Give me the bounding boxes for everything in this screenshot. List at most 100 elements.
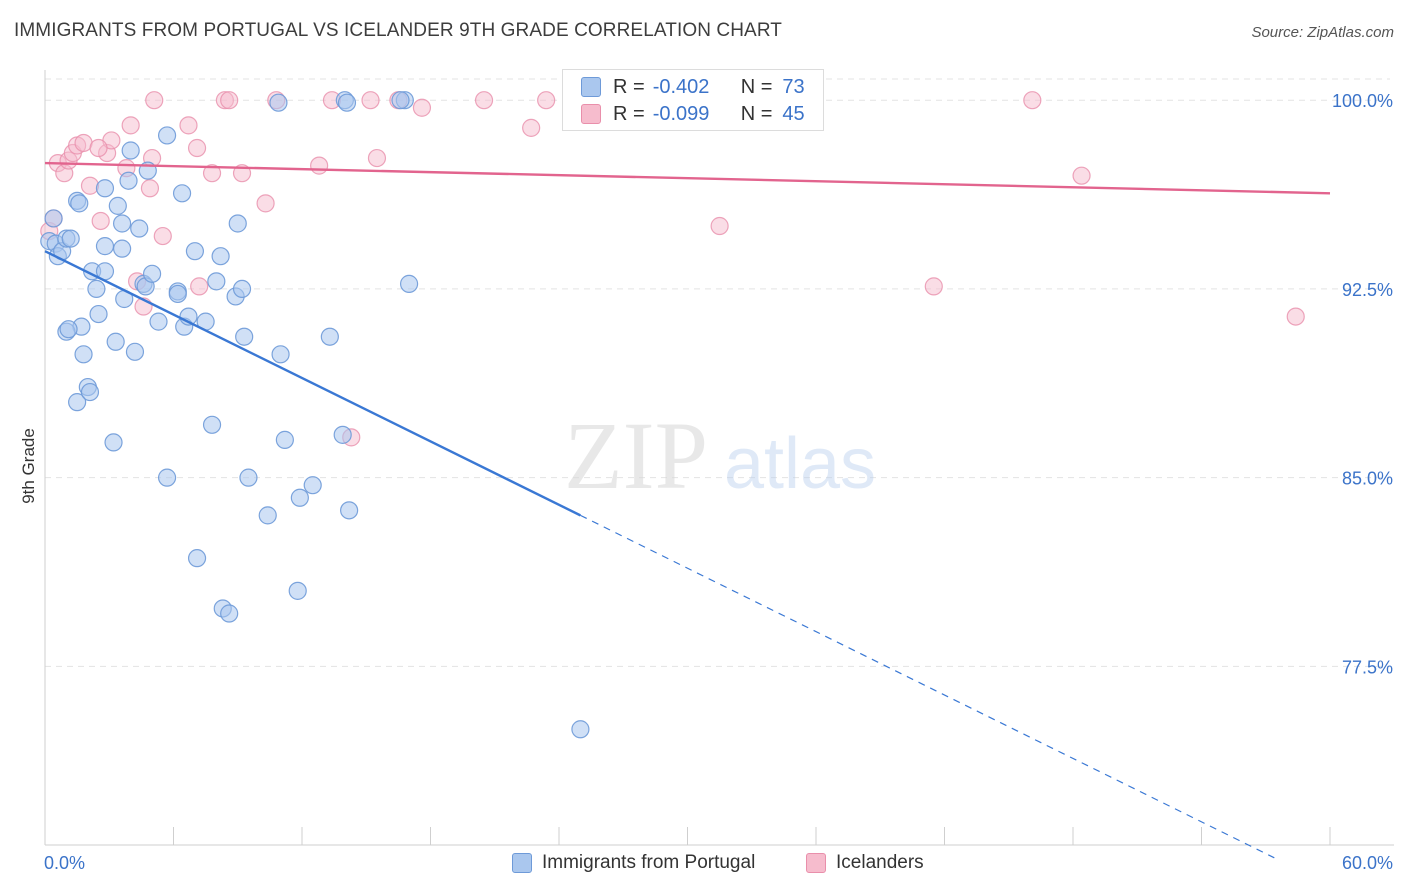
data-point-portugal xyxy=(130,219,149,238)
data-point-portugal xyxy=(303,476,322,495)
data-point-portugal xyxy=(108,196,127,215)
data-point-portugal xyxy=(391,91,410,110)
y-tick-label: 77.5% xyxy=(1342,657,1393,677)
watermark-atlas: atlas xyxy=(724,424,876,504)
data-point-portugal xyxy=(87,279,106,299)
stats-r-value: -0.402 xyxy=(652,75,710,98)
data-point-icelanders xyxy=(179,116,198,135)
data-point-icelanders xyxy=(924,277,943,296)
data-point-portugal xyxy=(187,549,207,568)
data-point-portugal xyxy=(320,327,339,346)
y-tick-label: 100.0% xyxy=(1332,91,1393,111)
data-point-portugal xyxy=(142,264,162,283)
data-point-portugal xyxy=(125,342,145,361)
data-point-portugal xyxy=(185,242,205,261)
stats-n-value: 45 xyxy=(782,102,805,125)
y-axis-label: 9th Grade xyxy=(19,428,38,504)
axes xyxy=(44,70,1394,846)
tick-labels: 77.5% 85.0% 92.5% 100.0% 0.0% 60.0% xyxy=(44,91,1393,873)
data-point-portugal xyxy=(68,393,87,412)
stats-r-value: -0.099 xyxy=(652,102,710,125)
stats-legend: R = -0.402 N = 73 R = -0.099 N = 45 xyxy=(562,69,824,131)
data-point-icelanders xyxy=(710,216,729,236)
data-point-icelanders xyxy=(361,91,380,110)
data-point-portugal xyxy=(70,194,89,213)
legend-label-portugal: Immigrants from Portugal xyxy=(542,852,756,873)
data-point-portugal xyxy=(258,506,277,525)
series-immigrants-from-portugal xyxy=(40,91,590,739)
stats-r-label: R = xyxy=(613,75,645,98)
legend-item-portugal[interactable]: Immigrants from Portugal xyxy=(512,852,755,874)
data-point-icelanders xyxy=(1286,307,1305,326)
data-point-portugal xyxy=(228,214,247,233)
data-point-portugal xyxy=(157,468,177,487)
data-point-portugal xyxy=(207,272,226,291)
chart-title: IMMIGRANTS FROM PORTUGAL VS ICELANDER 9T… xyxy=(14,20,783,41)
data-point-portugal xyxy=(106,332,125,351)
stats-row-icelanders: R = -0.099 N = 45 xyxy=(581,101,805,127)
data-point-portugal xyxy=(121,141,140,160)
stats-row-portugal: R = -0.402 N = 73 xyxy=(581,74,805,100)
data-point-portugal xyxy=(157,126,177,145)
legend-item-icelanders[interactable]: Icelanders xyxy=(806,852,924,874)
data-point-portugal xyxy=(202,415,222,434)
x-tick-label: 60.0% xyxy=(1342,853,1393,873)
data-point-icelanders xyxy=(412,98,432,117)
data-point-portugal xyxy=(235,327,254,346)
data-point-portugal xyxy=(149,312,168,331)
data-point-icelanders xyxy=(80,176,100,195)
data-point-icelanders xyxy=(187,138,207,158)
watermark: ZIP atlas xyxy=(564,402,876,509)
bottom-legend: Immigrants from Portugal Icelanders xyxy=(0,852,1406,878)
data-point-icelanders xyxy=(474,91,494,110)
stats-n-label: N = xyxy=(740,75,773,98)
data-point-portugal xyxy=(211,247,230,266)
data-point-icelanders xyxy=(153,226,172,246)
data-point-icelanders xyxy=(310,156,329,175)
data-point-portugal xyxy=(61,229,80,248)
source-note: Source: ZipAtlas.com xyxy=(1251,24,1394,41)
data-point-portugal xyxy=(333,425,352,444)
data-point-portugal xyxy=(95,179,115,198)
data-point-portugal xyxy=(44,209,63,228)
trend-line-portugal-extension xyxy=(580,514,1275,859)
data-point-portugal xyxy=(275,430,294,449)
watermark-zip: ZIP xyxy=(564,402,708,509)
data-point-icelanders xyxy=(367,148,387,168)
series-icelanders xyxy=(40,91,1305,447)
data-point-icelanders xyxy=(140,179,160,198)
data-point-icelanders xyxy=(1023,91,1042,110)
trend-line-icelanders xyxy=(44,161,1331,195)
legend-label-icelanders: Icelanders xyxy=(836,852,924,873)
data-point-portugal xyxy=(271,345,290,364)
data-point-portugal xyxy=(74,345,93,364)
data-point-icelanders xyxy=(256,194,275,213)
trend-lines xyxy=(44,161,1331,859)
data-point-icelanders xyxy=(220,91,239,110)
data-point-icelanders xyxy=(1072,166,1091,185)
data-point-portugal xyxy=(288,581,307,600)
data-point-portugal xyxy=(239,468,258,487)
stats-swatch-blue xyxy=(581,77,601,97)
data-point-icelanders xyxy=(202,164,222,183)
data-point-portugal xyxy=(571,720,590,739)
data-point-portugal xyxy=(220,604,239,623)
data-point-portugal xyxy=(172,184,192,203)
data-point-portugal xyxy=(112,214,132,233)
data-point-portugal xyxy=(104,433,123,452)
y-tick-label: 92.5% xyxy=(1342,280,1393,300)
stats-n-label: N = xyxy=(740,102,773,125)
data-point-portugal xyxy=(168,284,187,304)
data-point-icelanders xyxy=(121,116,140,135)
stats-r-label: R = xyxy=(613,102,645,125)
data-point-portugal xyxy=(80,382,100,402)
data-point-icelanders xyxy=(190,277,209,296)
legend-swatch-pink xyxy=(806,853,826,873)
data-point-portugal xyxy=(232,279,252,299)
data-point-portugal xyxy=(340,501,359,520)
data-point-portugal xyxy=(89,304,108,324)
x-tick-label: 0.0% xyxy=(44,853,85,873)
data-point-portugal xyxy=(112,239,132,258)
data-point-portugal xyxy=(337,93,357,112)
y-tick-label: 85.0% xyxy=(1342,469,1393,489)
